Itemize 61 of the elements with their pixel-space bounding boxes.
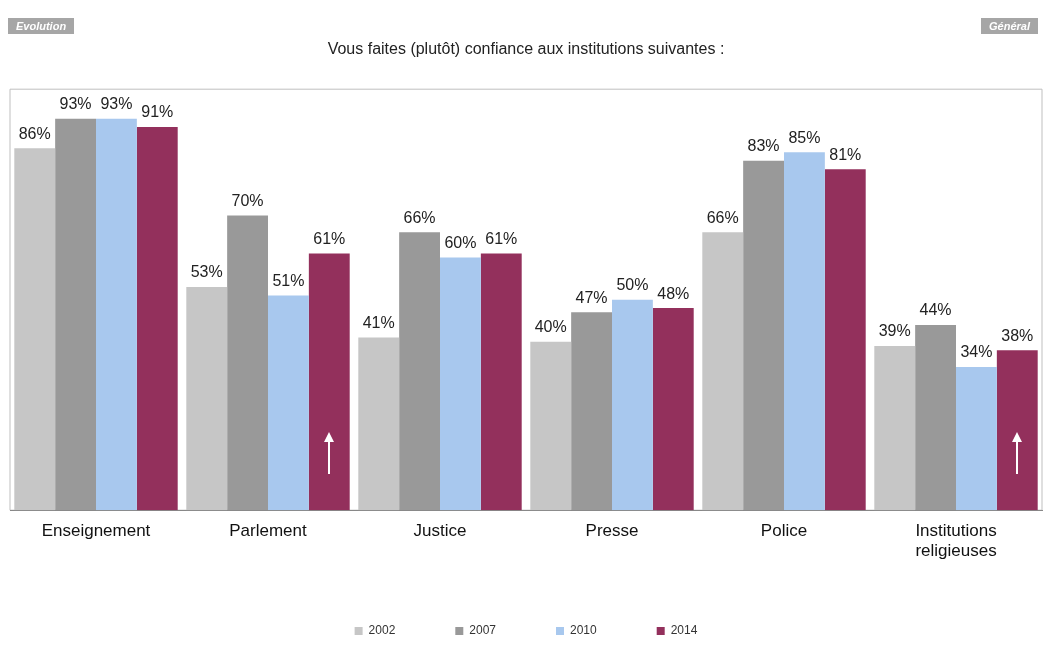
bar bbox=[996, 350, 1038, 511]
data-label: 91% bbox=[141, 103, 174, 121]
data-label: 85% bbox=[788, 128, 821, 146]
text: Général bbox=[981, 18, 1038, 34]
bar bbox=[55, 118, 96, 511]
bar bbox=[743, 160, 784, 511]
bar bbox=[956, 367, 997, 511]
data-label: 93% bbox=[100, 95, 133, 113]
bar bbox=[571, 312, 612, 511]
data-label: 39% bbox=[878, 322, 911, 340]
bar bbox=[227, 215, 268, 511]
bar bbox=[915, 324, 956, 511]
chart-title: Vous faites (plutôt) confiance aux institutions suivantes : bbox=[327, 40, 725, 58]
x-tick-label: Parlement bbox=[229, 521, 308, 541]
bar bbox=[308, 253, 350, 511]
legend-label: 2010 bbox=[570, 623, 598, 638]
data-label: 51% bbox=[272, 271, 305, 289]
data-label: 83% bbox=[747, 137, 780, 155]
x-tick-label: Justice bbox=[413, 521, 467, 541]
data-label: 41% bbox=[362, 314, 395, 331]
data-label: 38% bbox=[1001, 326, 1034, 344]
bar bbox=[136, 127, 178, 511]
x-tick-label: Presse bbox=[585, 521, 639, 541]
data-label: 53% bbox=[190, 263, 223, 281]
bar bbox=[530, 341, 572, 511]
bar bbox=[186, 287, 228, 511]
data-label: 40% bbox=[534, 318, 567, 336]
data-label: 44% bbox=[919, 301, 952, 319]
x-tick-label: Institutions religieuses bbox=[915, 521, 997, 561]
bar bbox=[440, 257, 481, 511]
data-label: 61% bbox=[313, 229, 346, 247]
data-label: 93% bbox=[59, 95, 92, 113]
data-label: 48% bbox=[657, 284, 690, 302]
data-label: 86% bbox=[18, 124, 51, 142]
data-label: 34% bbox=[960, 343, 993, 361]
bar bbox=[399, 232, 440, 511]
legend-label: 2002 bbox=[368, 623, 396, 638]
bar bbox=[268, 295, 309, 511]
legend-label: 2007 bbox=[469, 623, 497, 638]
bar bbox=[824, 169, 866, 511]
x-tick-label: Police bbox=[760, 521, 808, 541]
bar bbox=[96, 118, 137, 511]
data-label: 81% bbox=[829, 145, 862, 163]
x-tick-label: Enseignement bbox=[41, 521, 151, 541]
data-label: 66% bbox=[403, 208, 436, 226]
bar bbox=[480, 253, 522, 511]
data-label: 70% bbox=[231, 191, 264, 209]
bar bbox=[784, 152, 825, 511]
bar bbox=[652, 308, 694, 511]
data-label: 50% bbox=[616, 276, 649, 294]
legend-label: 2014 bbox=[670, 623, 698, 638]
bar bbox=[358, 337, 400, 511]
bar bbox=[702, 232, 744, 511]
data-label: 47% bbox=[575, 288, 608, 306]
text: Evolution bbox=[8, 18, 75, 34]
data-label: 60% bbox=[444, 234, 477, 252]
data-label: 61% bbox=[485, 229, 518, 247]
data-label: 66% bbox=[706, 208, 739, 226]
bar bbox=[874, 346, 916, 511]
bar bbox=[14, 148, 56, 511]
bar bbox=[612, 299, 653, 511]
